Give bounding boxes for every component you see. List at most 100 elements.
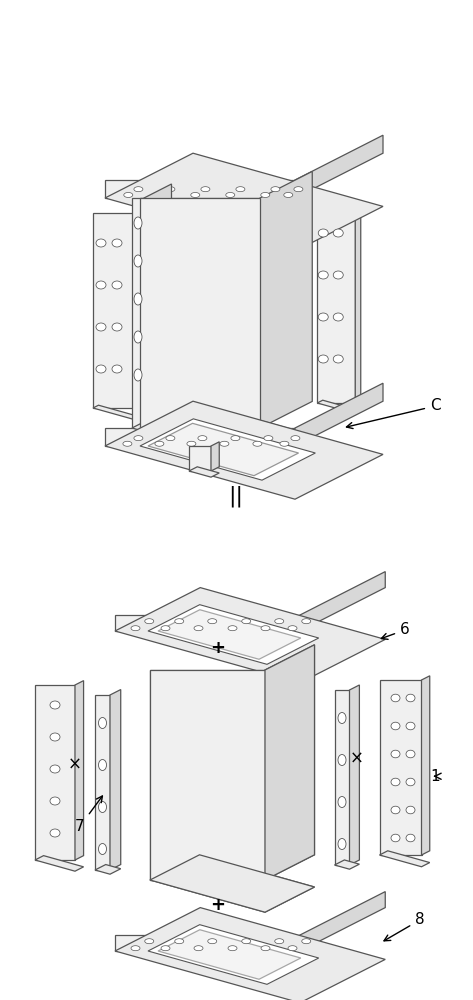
Ellipse shape [288, 626, 297, 631]
Text: ||: || [228, 485, 244, 507]
Ellipse shape [50, 765, 60, 773]
Ellipse shape [391, 834, 400, 842]
Polygon shape [150, 670, 265, 880]
Ellipse shape [134, 436, 143, 441]
Ellipse shape [175, 939, 184, 944]
Polygon shape [355, 205, 361, 403]
Text: ×: × [350, 749, 363, 767]
Ellipse shape [194, 626, 203, 631]
Ellipse shape [406, 806, 415, 814]
Text: 1: 1 [430, 769, 441, 784]
Polygon shape [93, 213, 133, 408]
Ellipse shape [391, 806, 400, 814]
Ellipse shape [194, 946, 203, 951]
Polygon shape [295, 383, 383, 446]
Ellipse shape [156, 192, 165, 197]
Polygon shape [317, 208, 355, 403]
Ellipse shape [302, 619, 311, 624]
Ellipse shape [175, 619, 184, 624]
Polygon shape [265, 645, 315, 880]
Ellipse shape [96, 365, 106, 373]
Polygon shape [300, 892, 385, 951]
Polygon shape [379, 851, 430, 867]
Ellipse shape [124, 192, 133, 197]
Ellipse shape [187, 441, 196, 446]
Polygon shape [105, 153, 383, 251]
Ellipse shape [236, 187, 245, 192]
Ellipse shape [134, 331, 142, 343]
Ellipse shape [208, 619, 217, 624]
Ellipse shape [264, 436, 273, 441]
Ellipse shape [275, 619, 284, 624]
Polygon shape [105, 401, 383, 499]
Ellipse shape [50, 829, 60, 837]
Ellipse shape [294, 187, 303, 192]
Polygon shape [150, 670, 265, 880]
Text: 6: 6 [381, 622, 410, 639]
Ellipse shape [123, 441, 132, 446]
Ellipse shape [318, 229, 328, 237]
Ellipse shape [131, 946, 140, 951]
Polygon shape [115, 935, 300, 951]
Ellipse shape [302, 939, 311, 944]
Ellipse shape [112, 323, 122, 331]
Ellipse shape [145, 939, 154, 944]
Ellipse shape [112, 281, 122, 289]
Ellipse shape [226, 192, 235, 197]
Ellipse shape [275, 939, 284, 944]
Polygon shape [211, 442, 219, 471]
Ellipse shape [220, 441, 229, 446]
Ellipse shape [391, 694, 400, 702]
Ellipse shape [333, 229, 343, 237]
Ellipse shape [391, 722, 400, 730]
Polygon shape [379, 680, 421, 855]
Polygon shape [148, 605, 319, 664]
Ellipse shape [50, 797, 60, 805]
Ellipse shape [96, 281, 106, 289]
Ellipse shape [391, 778, 400, 786]
Ellipse shape [98, 760, 106, 770]
Ellipse shape [134, 187, 143, 192]
Ellipse shape [228, 946, 237, 951]
Polygon shape [140, 419, 315, 480]
Ellipse shape [271, 187, 280, 192]
Polygon shape [148, 423, 298, 476]
Ellipse shape [201, 187, 210, 192]
Ellipse shape [406, 694, 415, 702]
Ellipse shape [406, 750, 415, 758]
Polygon shape [189, 467, 219, 477]
Ellipse shape [391, 750, 400, 758]
Ellipse shape [261, 946, 270, 951]
Ellipse shape [145, 619, 154, 624]
Ellipse shape [112, 365, 122, 373]
Polygon shape [334, 860, 359, 869]
Polygon shape [93, 405, 139, 419]
Ellipse shape [134, 255, 142, 267]
Ellipse shape [338, 712, 346, 724]
Ellipse shape [261, 192, 270, 197]
Ellipse shape [155, 441, 164, 446]
Ellipse shape [406, 722, 415, 730]
Polygon shape [158, 610, 301, 659]
Polygon shape [150, 855, 315, 912]
Ellipse shape [112, 239, 122, 247]
Polygon shape [115, 615, 300, 631]
Ellipse shape [161, 946, 170, 951]
Ellipse shape [166, 436, 175, 441]
Polygon shape [140, 401, 312, 462]
Ellipse shape [231, 436, 240, 441]
Ellipse shape [242, 939, 251, 944]
Ellipse shape [318, 355, 328, 363]
Ellipse shape [280, 441, 289, 446]
Ellipse shape [333, 355, 343, 363]
Polygon shape [295, 135, 383, 198]
Ellipse shape [131, 626, 140, 631]
Polygon shape [265, 645, 315, 880]
Polygon shape [158, 930, 301, 979]
Polygon shape [95, 865, 121, 874]
Ellipse shape [318, 271, 328, 279]
Ellipse shape [338, 754, 346, 766]
Ellipse shape [50, 733, 60, 741]
Polygon shape [105, 180, 295, 198]
Ellipse shape [228, 626, 237, 631]
